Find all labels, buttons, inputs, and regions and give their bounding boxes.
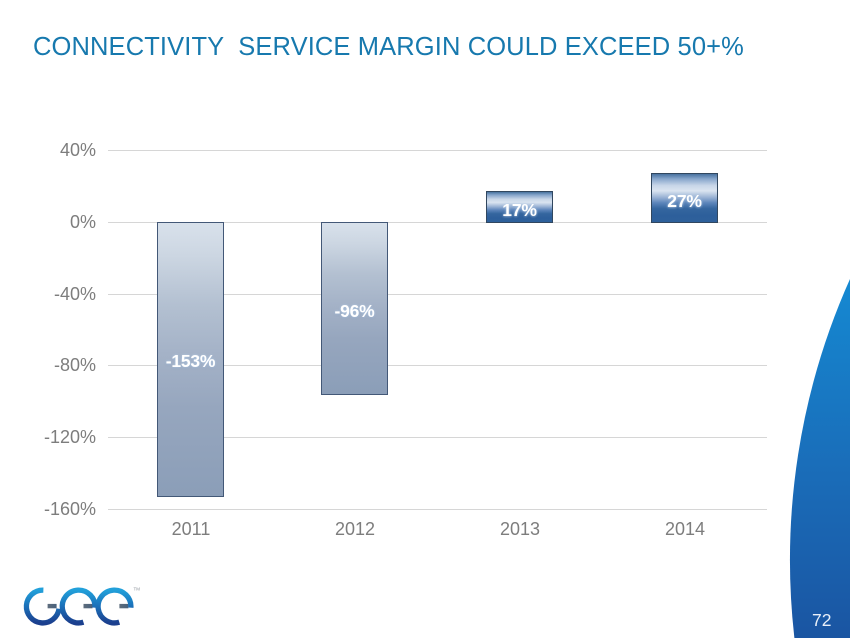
svg-text:TM: TM (134, 587, 141, 592)
